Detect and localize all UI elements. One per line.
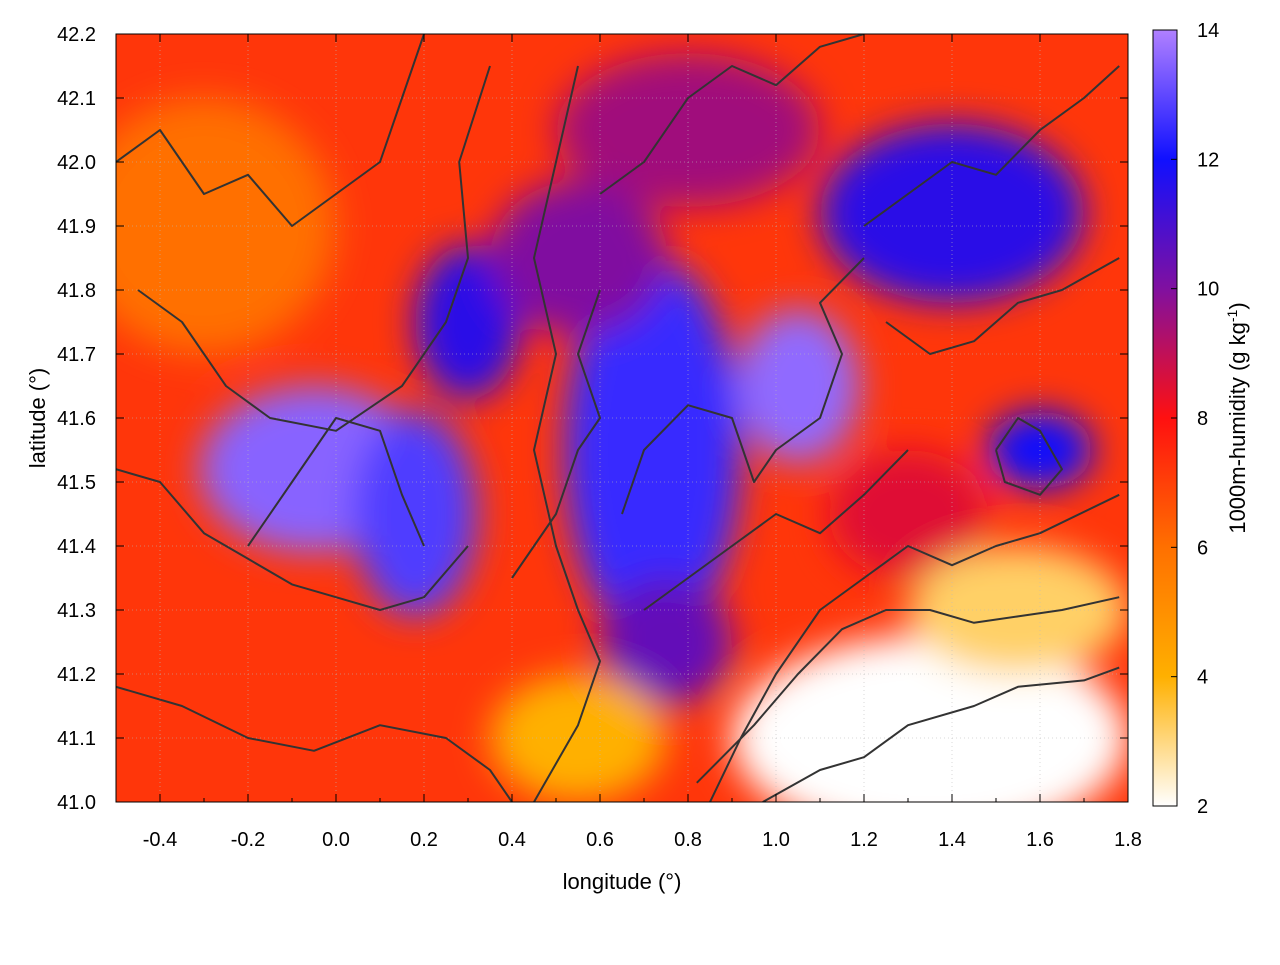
y-tick-label: 41.8 [57, 280, 96, 302]
y-tick-label: 41.1 [57, 728, 96, 750]
x-tick-label: 0.6 [586, 829, 614, 851]
contour-line [247, 417, 425, 547]
y-tick-label: 41.6 [57, 408, 96, 430]
contour-line [116, 468, 469, 611]
x-axis-ticks: -0.4 -0.2 0.0 0.2 0.4 0.6 0.8 1.0 1.2 1.4 1.6 1.8 [115, 34, 1142, 851]
contour-line [599, 34, 865, 195]
colorbar-title: 1000m-humidity (g kg-1) [1224, 302, 1250, 533]
colorbar-tick-label: 10 [1197, 279, 1219, 301]
x-tick-label: -0.2 [231, 829, 265, 851]
contour-line [696, 596, 1120, 784]
contour-line [137, 65, 491, 432]
contour-line [863, 65, 1120, 227]
x-tick-label: 1.2 [850, 829, 878, 851]
y-tick-label: 42.2 [57, 24, 96, 46]
x-tick-label: 0.8 [674, 829, 702, 851]
contour-line [621, 257, 865, 515]
x-tick-label: -0.4 [143, 829, 177, 851]
field-blob [908, 546, 1128, 674]
humidity-field [116, 34, 1128, 802]
colorbar-tick-label: 8 [1197, 408, 1208, 430]
y-tick-label: 41.4 [57, 536, 96, 558]
y-tick-label: 41.3 [57, 600, 96, 622]
contour-line [762, 666, 1120, 802]
contour-line [116, 685, 513, 802]
contour-line [995, 417, 1063, 496]
field-blob [736, 309, 860, 463]
y-axis-ticks: 41.0 41.1 41.2 41.3 41.4 41.5 41.6 41.7 41.8 41.9… [57, 24, 1128, 814]
colorbar: 2 4 6 8 10 12 14 1000m-humidity (g kg-1) [1152, 20, 1250, 818]
colorbar-title-main: 1000m-humidity (g kg [1225, 322, 1250, 534]
contour-line [533, 65, 601, 802]
colorbar-title-end: ) [1225, 302, 1250, 309]
x-tick-label: 0.4 [498, 829, 526, 851]
colorbar-title-sup: -1 [1224, 309, 1240, 322]
colorbar-tick-label: 14 [1197, 20, 1219, 42]
x-tick-label: 1.0 [762, 829, 790, 851]
field-blob [353, 411, 477, 617]
field-blob [820, 123, 1084, 303]
plot-area [115, 33, 1129, 803]
y-tick-label: 41.0 [57, 792, 96, 814]
field-blobs [116, 53, 1128, 802]
y-tick-label: 41.9 [57, 216, 96, 238]
y-tick-label: 41.5 [57, 472, 96, 494]
field-blob [415, 245, 521, 399]
contour-line [643, 449, 909, 611]
colorbar-tick-label: 4 [1197, 667, 1208, 689]
x-tick-label: 1.8 [1114, 829, 1142, 851]
contour-line [511, 289, 601, 579]
field-blob [490, 674, 666, 802]
colorbar-ticks: 2 4 6 8 10 12 14 [1171, 20, 1219, 818]
colorbar-tick-label: 12 [1197, 149, 1219, 171]
y-tick-label: 42.1 [57, 88, 96, 110]
x-tick-label: 1.6 [1026, 829, 1054, 851]
y-axis-title: latitude (°) [25, 368, 50, 469]
x-axis-title: longitude (°) [563, 869, 682, 894]
contour-lines [116, 34, 1120, 802]
field-blob [490, 181, 666, 335]
y-tick-label: 41.2 [57, 664, 96, 686]
y-tick-label: 42.0 [57, 152, 96, 174]
x-tick-label: 0.2 [410, 829, 438, 851]
x-tick-label: 1.4 [938, 829, 966, 851]
x-tick-label: 0.0 [322, 829, 350, 851]
contour-line [709, 493, 1120, 802]
y-tick-label: 41.7 [57, 344, 96, 366]
colorbar-tick-label: 2 [1197, 796, 1208, 818]
colorbar-tick-label: 6 [1197, 537, 1208, 559]
contour-line [885, 257, 1120, 355]
contour-line [116, 34, 425, 227]
